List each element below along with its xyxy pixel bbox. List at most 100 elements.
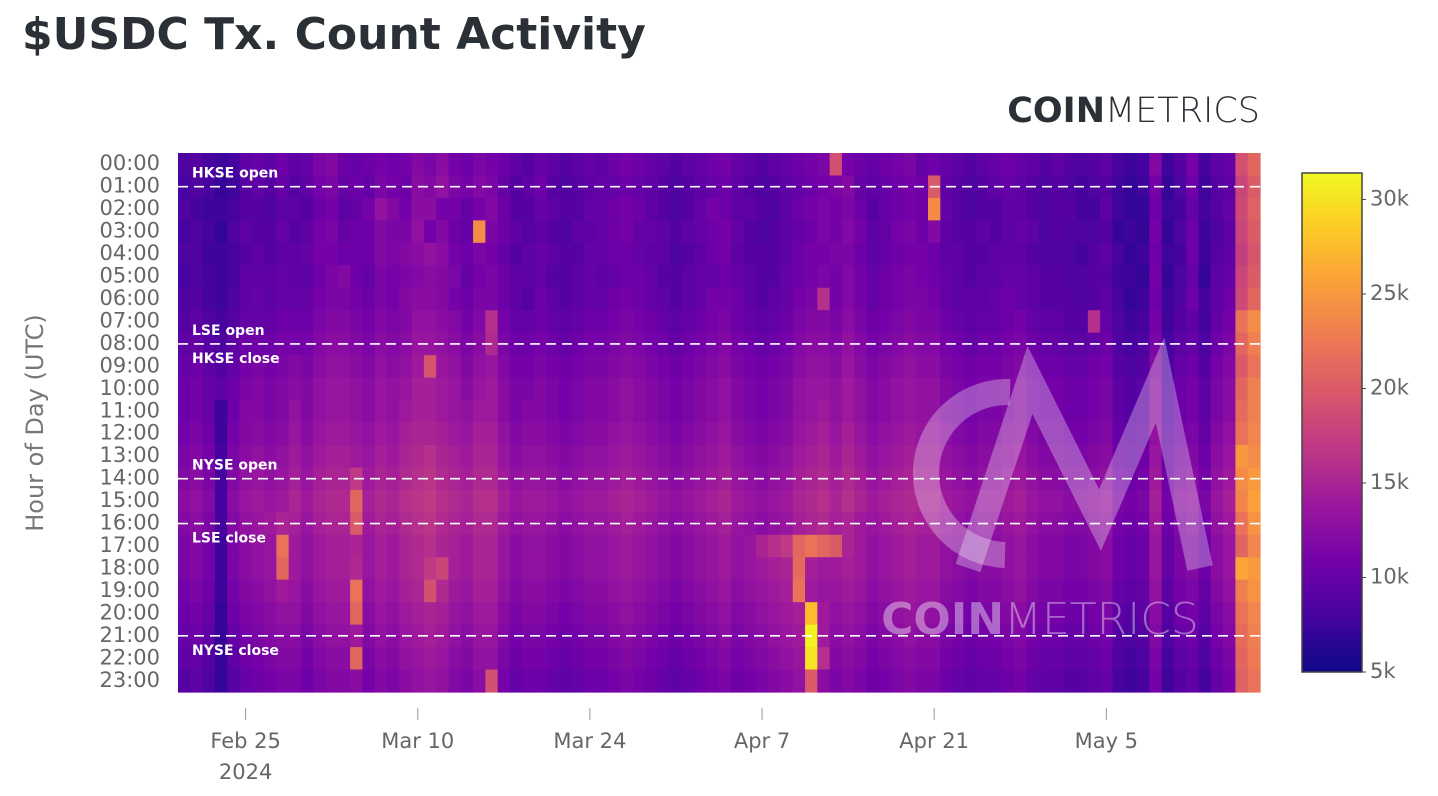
heat-cell bbox=[1112, 579, 1126, 603]
heat-cell bbox=[891, 602, 905, 626]
heat-cell bbox=[178, 400, 191, 424]
heat-cell bbox=[251, 534, 265, 558]
heat-cell bbox=[1075, 602, 1089, 626]
heat-cell bbox=[977, 242, 991, 266]
heat-cell bbox=[866, 579, 880, 603]
annotation: LSE open bbox=[192, 323, 265, 339]
heat-cell bbox=[1050, 422, 1064, 446]
heat-cell bbox=[1223, 220, 1237, 244]
heat-cell bbox=[952, 422, 966, 446]
heat-cell bbox=[411, 153, 425, 177]
heat-cell bbox=[1235, 557, 1249, 581]
heat-cell bbox=[178, 153, 191, 177]
heat-cell bbox=[411, 242, 425, 266]
heat-cell bbox=[1087, 602, 1101, 626]
heat-cell bbox=[1014, 265, 1027, 289]
heat-cell bbox=[1087, 242, 1101, 266]
heat-cell bbox=[1198, 153, 1212, 177]
heat-cell bbox=[1235, 197, 1249, 221]
heat-cell bbox=[1124, 669, 1138, 693]
heat-cell bbox=[509, 310, 523, 334]
heat-cell bbox=[977, 534, 991, 558]
heat-cell bbox=[1001, 400, 1015, 424]
heat-cell bbox=[546, 557, 560, 581]
heat-cell bbox=[1149, 377, 1163, 401]
heat-cell bbox=[423, 220, 437, 244]
heat-cell bbox=[337, 220, 351, 244]
y-tick-label: 19:00 bbox=[99, 578, 160, 602]
heat-cell bbox=[1112, 197, 1126, 221]
heat-cell bbox=[325, 579, 339, 603]
heat-cell bbox=[805, 220, 818, 244]
heat-cell bbox=[743, 310, 757, 334]
heat-cell bbox=[350, 242, 364, 266]
heat-cell bbox=[337, 153, 351, 177]
heat-cell bbox=[190, 287, 204, 311]
heat-cell bbox=[1026, 489, 1040, 513]
heat-cell bbox=[694, 602, 708, 626]
heat-cell bbox=[1186, 557, 1200, 581]
heat-cell bbox=[1235, 220, 1249, 244]
heat-cell bbox=[509, 400, 523, 424]
heat-cell bbox=[1026, 400, 1040, 424]
heat-cell bbox=[571, 310, 585, 334]
heat-cell bbox=[546, 534, 560, 558]
heat-cell bbox=[620, 220, 634, 244]
heat-cell bbox=[1087, 355, 1101, 379]
heat-cell bbox=[1112, 355, 1126, 379]
heat-cell bbox=[202, 220, 216, 244]
heat-cell bbox=[780, 557, 794, 581]
heat-cell bbox=[841, 355, 855, 379]
heat-cell bbox=[300, 669, 314, 693]
heat-cell bbox=[473, 579, 486, 603]
heat-cell bbox=[964, 534, 978, 558]
heat-cell bbox=[1038, 602, 1052, 626]
heat-cell bbox=[1075, 669, 1089, 693]
heat-cell bbox=[805, 534, 818, 558]
heat-cell bbox=[264, 332, 277, 356]
heat-cell bbox=[719, 669, 732, 693]
heat-cell bbox=[632, 467, 646, 491]
heat-cell bbox=[768, 377, 782, 401]
heat-cell bbox=[1223, 512, 1237, 536]
heat-cell bbox=[989, 579, 1003, 603]
heat-cell bbox=[928, 153, 941, 177]
heat-cell bbox=[1173, 377, 1187, 401]
heat-cell bbox=[1050, 624, 1064, 648]
heat-cell bbox=[313, 467, 327, 491]
heat-cell bbox=[743, 175, 757, 199]
heat-cell bbox=[1235, 265, 1249, 289]
heat-cell bbox=[1149, 400, 1163, 424]
heat-cell bbox=[1173, 332, 1187, 356]
heat-cell bbox=[1100, 265, 1114, 289]
heat-cell bbox=[1186, 489, 1200, 513]
heat-cell bbox=[411, 647, 425, 671]
heat-cell bbox=[1087, 287, 1101, 311]
heat-cell bbox=[768, 422, 782, 446]
heat-cell bbox=[620, 489, 634, 513]
heat-cell bbox=[915, 444, 929, 469]
heat-cell bbox=[251, 422, 265, 446]
heat-cell bbox=[251, 220, 265, 244]
heat-cell bbox=[657, 377, 671, 401]
heat-cell bbox=[755, 355, 769, 379]
heat-cell bbox=[780, 287, 794, 311]
heat-cell bbox=[1210, 444, 1224, 469]
heat-cell bbox=[374, 310, 388, 334]
heat-cell bbox=[276, 669, 290, 693]
heat-cell bbox=[1161, 400, 1175, 424]
heat-cell bbox=[694, 197, 708, 221]
heat-cell bbox=[485, 310, 499, 334]
heat-cell bbox=[1063, 310, 1077, 334]
heat-cell bbox=[337, 400, 351, 424]
heat-cell bbox=[178, 220, 191, 244]
heat-cell bbox=[559, 534, 573, 558]
heat-cell bbox=[387, 197, 400, 221]
heat-cell bbox=[497, 444, 511, 469]
heat-cell bbox=[805, 579, 818, 603]
heat-cell bbox=[202, 624, 216, 648]
heat-cell bbox=[731, 489, 745, 513]
heat-cell bbox=[571, 377, 585, 401]
heat-cell bbox=[1247, 422, 1261, 446]
heat-cell bbox=[989, 287, 1003, 311]
